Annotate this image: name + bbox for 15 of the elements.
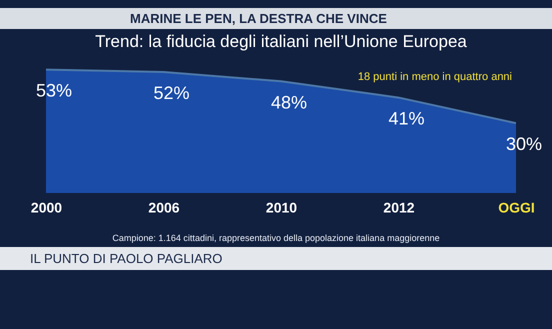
x-tick-label: 2006 [148, 200, 180, 216]
data-label: 53% [36, 80, 72, 101]
x-tick-label: OGGI [498, 200, 535, 216]
data-label: 52% [153, 82, 190, 103]
x-tick-label: 2012 [383, 200, 415, 216]
chart-subtitle: MARINE LE PEN, LA DESTRA CHE VINCE [0, 8, 552, 29]
x-tick-label: 2000 [30, 200, 62, 216]
text: Campione: 1.164 cittadini, rappresentativo della popolazione italiana maggiorenne [111, 233, 441, 243]
text: IL PUNTO DI PAOLO PAGLIARO [0, 247, 552, 270]
data-label: 48% [270, 92, 308, 112]
data-label: 41% [388, 108, 425, 129]
chart-title: Trend: la fiducia degli italiani nell’Unione Europea [95, 32, 468, 51]
data-label: 30% [506, 134, 542, 154]
annotation: 18 punti in meno in quattro anni [358, 71, 512, 83]
x-tick-label: 2010 [266, 200, 298, 216]
